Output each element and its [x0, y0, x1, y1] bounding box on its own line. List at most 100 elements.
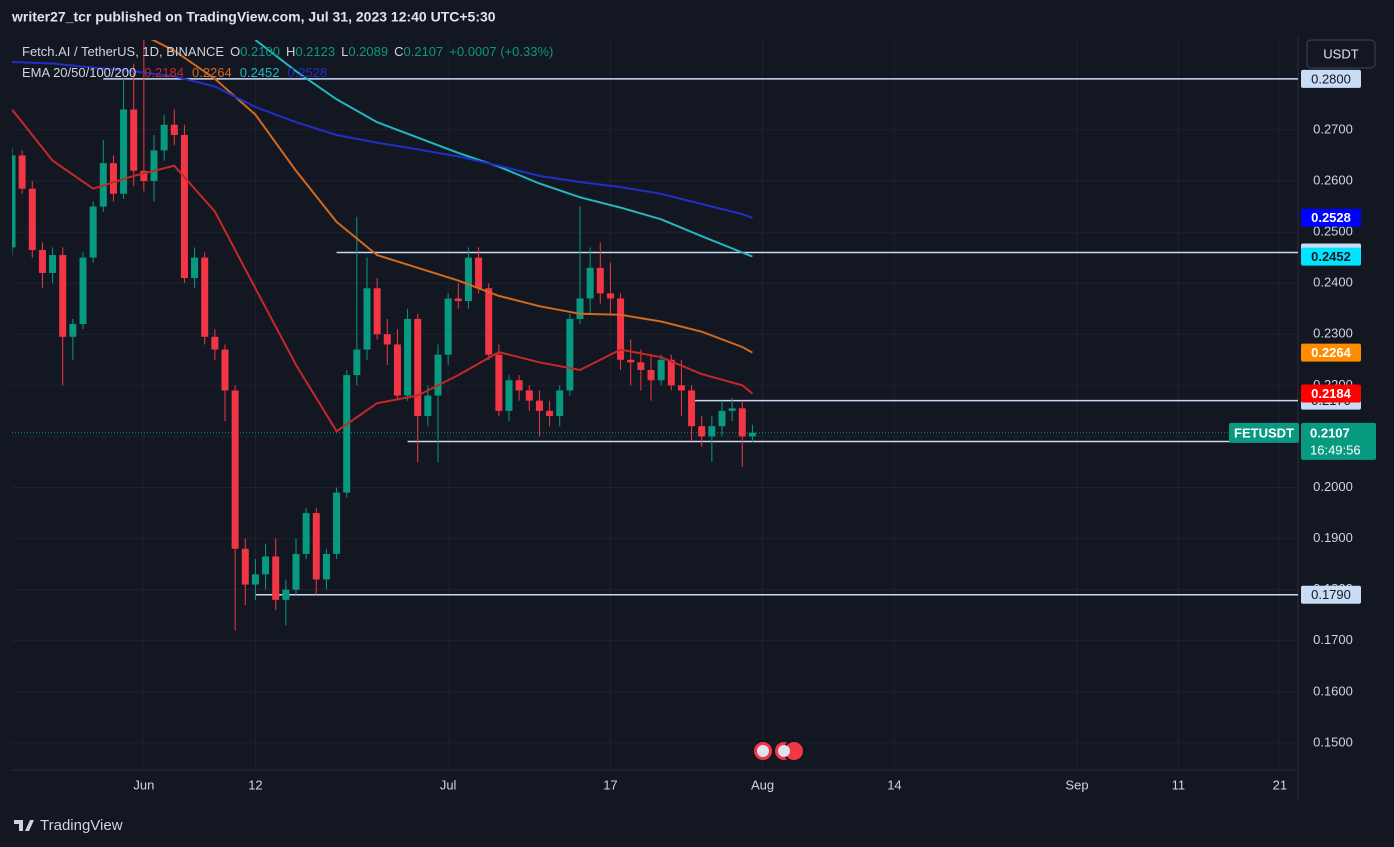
ema-line [12, 108, 754, 433]
x-tick-label: Aug [751, 777, 774, 792]
candle-body [191, 257, 199, 279]
y-tick-label: 0.2600 [1313, 172, 1353, 187]
publisher: writer27_tcr published on TradingView.co… [11, 9, 496, 25]
legend-title: Fetch.AI / TetherUS, 1D, BINANCE [22, 44, 224, 59]
candle-body [596, 267, 604, 294]
candle-body [282, 589, 290, 600]
legend-value: 0.2107 [404, 44, 444, 59]
y-tick-label: 0.1700 [1313, 632, 1353, 647]
ema-tag [1301, 208, 1361, 227]
candle-body [586, 267, 594, 299]
candle-body [28, 188, 36, 250]
currency-label[interactable]: USDT [1323, 46, 1358, 61]
x-tick-label: 14 [887, 777, 901, 792]
candle-body [89, 206, 97, 258]
indicator-value: 0.2452 [240, 65, 280, 80]
candle-body [292, 553, 300, 590]
ema-tag [1301, 343, 1361, 362]
candle-body [424, 395, 432, 416]
legend-key: L [341, 44, 348, 59]
x-tick-label: 21 [1273, 777, 1287, 792]
x-tick-label: Sep [1065, 777, 1088, 792]
y-tick-label: 0.1500 [1313, 734, 1353, 749]
candle-body [485, 288, 493, 355]
candle-body [535, 400, 543, 411]
candle-body [617, 298, 625, 360]
candle-body [495, 354, 503, 411]
currency-button[interactable] [1306, 39, 1376, 69]
brand-logo[interactable] [14, 820, 34, 831]
candle-body [383, 334, 391, 345]
level-tag-label: 0.2800 [1311, 71, 1351, 86]
y-tick-label: 0.2700 [1313, 121, 1353, 136]
indicator-name: EMA 20/50/100/200 [22, 65, 136, 80]
price-tag [1301, 422, 1376, 460]
x-tick-label: 17 [603, 777, 617, 792]
candle-body [38, 249, 46, 273]
plot [12, 40, 756, 631]
axis: 0.15000.16000.17000.18000.19000.20000.21… [133, 69, 1376, 792]
candle-body [241, 548, 249, 585]
candle-body [180, 135, 188, 279]
candle-body [708, 426, 716, 437]
legend-indicator: EMA 20/50/100/200 0.2184 0.2264 0.2452 0.252… [22, 65, 327, 80]
candle-body [728, 408, 736, 411]
ema-tag-label: 0.2264 [1311, 345, 1352, 360]
candle-body [373, 288, 381, 335]
candle-body [606, 293, 614, 299]
indicator-value: 0.2528 [288, 65, 328, 80]
legend-key: C [394, 44, 403, 59]
legend-change: +0.0007 (+0.33%) [449, 44, 553, 59]
candle-body [688, 390, 696, 427]
legend-symbol: Fetch.AI / TetherUS, 1D, BINANCE O0.2100 H… [22, 44, 553, 59]
candle-body [12, 155, 16, 248]
legend-value: 0.2123 [295, 44, 335, 59]
ema-tag [1301, 384, 1361, 403]
price-tag-label: 0.2107 [1310, 425, 1350, 440]
ema-line [254, 40, 753, 258]
legend-value: 0.2100 [240, 44, 280, 59]
candle-body [363, 288, 371, 350]
x-tick-label: Jul [440, 777, 457, 792]
candle-body [434, 354, 442, 396]
candle-body [576, 298, 584, 319]
candle-body [556, 390, 564, 416]
candle-body [333, 492, 341, 554]
event-icons [752, 740, 805, 762]
candle-body [69, 324, 77, 337]
brand-name[interactable]: TradingView [40, 817, 123, 834]
candle-body [170, 124, 178, 136]
candle-body [201, 257, 209, 337]
ema-tag [1301, 247, 1361, 266]
candle-body [627, 359, 635, 363]
candle-body [525, 390, 533, 401]
event-icon-face [757, 745, 769, 757]
indicator-value: 0.2264 [192, 65, 232, 80]
candle-body [343, 375, 351, 493]
candle-body [221, 349, 229, 391]
candle-body [738, 408, 746, 437]
candle-body [515, 380, 523, 391]
symbol-tag [1229, 422, 1299, 443]
candle-body [454, 298, 462, 302]
candle-body [302, 513, 310, 554]
ema-tag-label: 0.2184 [1311, 386, 1352, 401]
countdown-label: 16:49:56 [1310, 442, 1361, 457]
candle-body [657, 359, 665, 381]
symbol-tag-label: FETUSDT [1234, 425, 1294, 440]
legend-key: O [230, 44, 240, 59]
candle-body [59, 255, 67, 337]
grid [12, 40, 1298, 770]
event-icon-face [778, 745, 790, 757]
candle-body [130, 109, 138, 171]
candle-body [677, 385, 685, 391]
candle-body [312, 513, 320, 580]
candle-body [637, 362, 645, 371]
brand: TradingView [14, 817, 123, 834]
level-tag [1301, 69, 1361, 88]
levels [12, 78, 1298, 596]
candle-body [393, 344, 401, 396]
